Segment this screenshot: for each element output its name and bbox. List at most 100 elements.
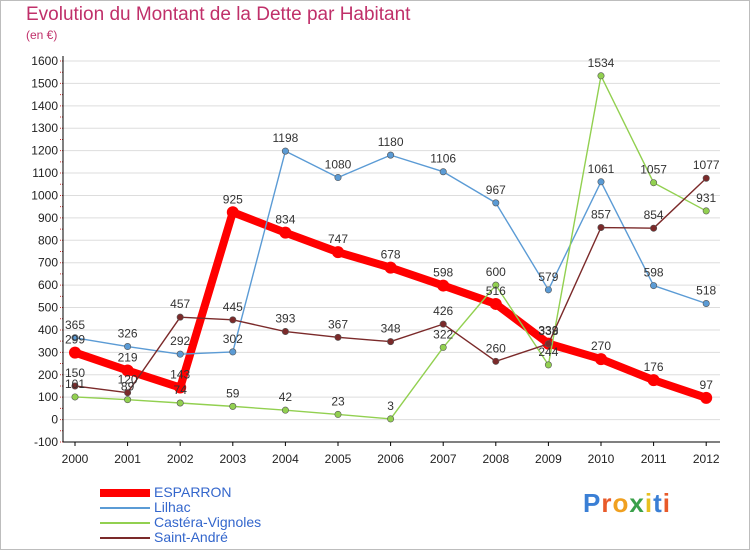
x-tick-label: 2001: [114, 452, 141, 466]
data-label: 348: [381, 322, 401, 336]
data-label: 516: [486, 284, 506, 298]
y-tick-label: 1300: [31, 121, 58, 135]
chart-title: Evolution du Montant de la Dette par Hab…: [26, 4, 411, 25]
proxiti-logo: Proxiti: [583, 488, 671, 518]
data-point: [387, 415, 395, 423]
data-label: 1198: [272, 131, 298, 145]
data-point: [439, 320, 447, 328]
y-tick-label: 1500: [31, 76, 58, 90]
data-point: [437, 279, 450, 292]
data-label: 176: [644, 360, 664, 374]
data-point: [176, 399, 184, 407]
data-point: [702, 299, 710, 307]
data-label: 270: [591, 339, 611, 353]
data-label: 143: [170, 368, 190, 382]
data-point: [229, 316, 237, 324]
data-label: 747: [328, 232, 348, 246]
series-lines: [69, 72, 713, 423]
data-label: 1061: [588, 162, 615, 176]
y-tick-label: 900: [38, 211, 58, 225]
data-label: 326: [118, 327, 138, 341]
data-point: [279, 226, 292, 239]
y-tick-label: -100: [34, 435, 58, 449]
x-tick-label: 2006: [377, 452, 404, 466]
data-point: [544, 361, 552, 369]
data-label: 150: [65, 366, 85, 380]
data-label: 598: [644, 266, 664, 280]
axes: -100 0 100 200 300 400 500 600 700 800 900 1000 1100…: [31, 54, 720, 466]
data-point: [334, 410, 342, 418]
data-label: 302: [223, 332, 243, 346]
legend-label: Castéra-Vignoles: [154, 514, 262, 530]
data-label: 365: [65, 318, 85, 332]
x-tick-label: 2005: [325, 452, 352, 466]
data-label: 857: [591, 208, 611, 222]
x-tick-label: 2002: [167, 452, 194, 466]
grid-lines: [63, 60, 720, 443]
data-point: [700, 391, 713, 404]
data-label: 3: [387, 399, 394, 413]
data-labels: 2992191439258347476785985163392701769736…: [65, 56, 720, 413]
data-label: 367: [328, 317, 348, 331]
data-point: [176, 350, 184, 358]
legend-label: ESPARRON: [154, 484, 232, 500]
data-point: [702, 174, 710, 182]
data-point: [69, 346, 81, 359]
chart-subtitle: (en €): [26, 28, 58, 42]
data-point: [176, 313, 184, 321]
data-label: 120: [118, 373, 138, 387]
legend-swatch: [100, 507, 150, 509]
data-label: 579: [538, 270, 558, 284]
data-label: 292: [170, 334, 190, 348]
data-point: [489, 297, 502, 310]
legend-label: Lilhac: [154, 499, 191, 515]
data-label: 598: [433, 266, 453, 280]
data-label: 299: [65, 333, 85, 347]
data-label: 854: [644, 208, 664, 222]
y-tick-label: 400: [38, 323, 58, 337]
data-point: [229, 402, 237, 410]
data-label: 59: [226, 386, 240, 400]
legend-swatch: [100, 537, 150, 539]
data-point: [597, 72, 605, 80]
data-point: [332, 246, 344, 259]
data-point: [650, 282, 658, 290]
data-point: [334, 333, 342, 341]
data-point: [544, 286, 552, 294]
data-point: [702, 207, 710, 215]
data-point: [387, 338, 395, 346]
data-label: 219: [118, 351, 138, 365]
data-point: [334, 174, 342, 182]
y-tick-label: 700: [38, 256, 58, 270]
data-label: 834: [275, 213, 295, 227]
y-tick-label: 1100: [32, 166, 58, 180]
data-label: 338: [538, 324, 558, 338]
data-point: [281, 406, 289, 414]
data-point: [650, 179, 658, 187]
data-point: [387, 151, 395, 159]
y-tick-label: 0: [51, 413, 58, 427]
data-point: [647, 374, 660, 387]
data-point: [650, 224, 658, 232]
data-point: [229, 348, 237, 356]
data-point: [544, 340, 552, 348]
data-point: [281, 147, 289, 155]
data-point: [384, 261, 397, 274]
data-label: 23: [331, 394, 345, 408]
data-point: [595, 353, 607, 366]
y-tick-label: 500: [38, 301, 58, 315]
data-label: 967: [486, 183, 506, 197]
x-tick-label: 2008: [482, 452, 509, 466]
x-tick-label: 2000: [62, 452, 89, 466]
data-label: 393: [275, 312, 295, 326]
data-label: 244: [538, 345, 558, 359]
data-label: 74: [174, 383, 188, 397]
data-label: 518: [696, 283, 716, 297]
data-label: 1077: [693, 158, 720, 172]
data-label: 931: [696, 191, 716, 205]
data-label: 89: [121, 380, 135, 394]
data-label: 1057: [640, 163, 667, 177]
x-tick-label: 2011: [641, 452, 667, 466]
data-point: [71, 334, 79, 342]
